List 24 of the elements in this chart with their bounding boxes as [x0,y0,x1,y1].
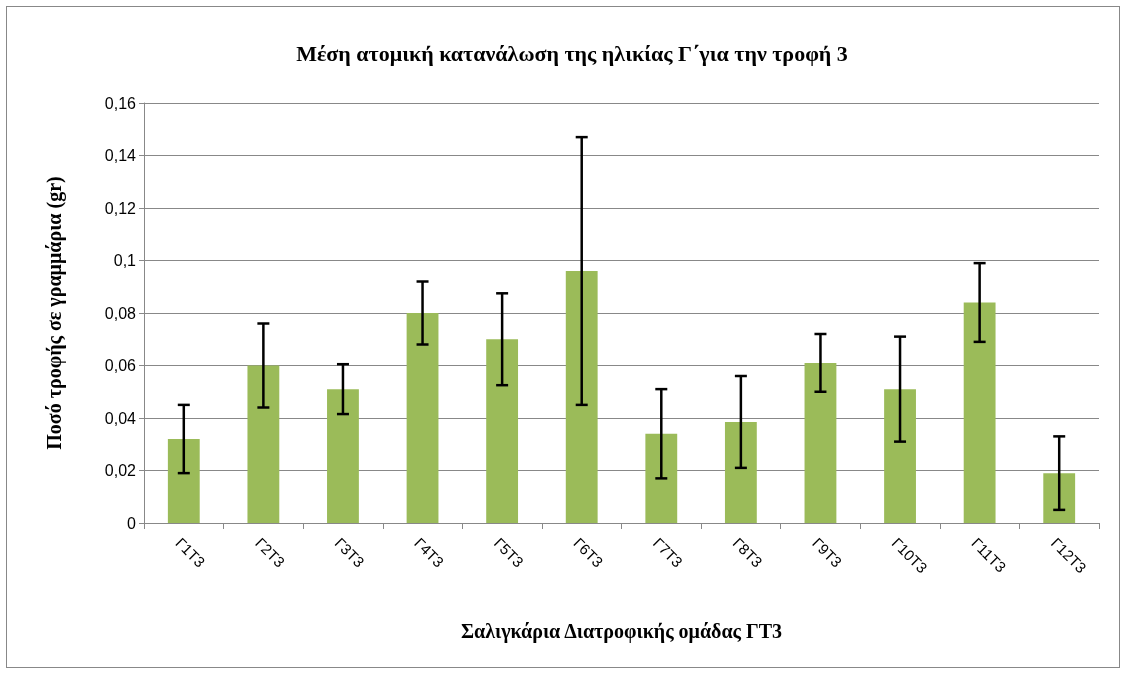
bar [406,313,439,523]
bar [327,389,359,523]
y-tick-label: 0,04 [104,409,137,427]
y-tick-label: 0,16 [104,94,137,112]
bar [247,365,280,523]
bar [1043,473,1076,523]
bar [963,302,996,523]
y-tick-label: 0,02 [104,462,137,479]
bar [645,433,678,523]
bar [724,421,757,523]
y-tick-label: 0,08 [104,304,137,322]
bar [486,339,519,523]
y-axis-title: Ποσό τροφής σε γραμμάρια (gr) [43,176,66,450]
bar [804,362,837,523]
y-tick-label: 0,1 [113,252,137,269]
bar [167,439,200,523]
y-tick-label: 0,12 [104,199,137,217]
x-axis-title: Σαλιγκάρια Διατροφικής ομάδας ΓΤ3 [460,620,783,643]
y-tick-label: 0 [127,514,137,532]
bar [565,271,598,523]
y-tick-label: 0,06 [104,357,137,374]
chart-title: Μέση ατομική κατανάλωση της ηλικίας Γ΄για την τροφή 3 [296,40,848,66]
y-tick-label: 0,14 [104,147,137,164]
bar [884,389,916,523]
